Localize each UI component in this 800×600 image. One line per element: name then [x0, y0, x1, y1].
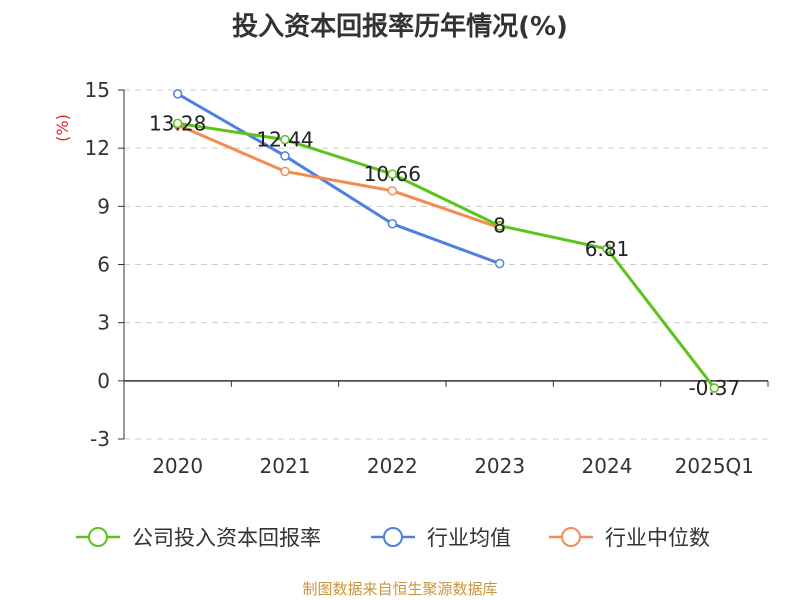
- grid-lines: [124, 89, 768, 440]
- series-line: [176, 92, 501, 265]
- legend-item: 行业中位数: [549, 526, 710, 550]
- x-tick-label: 2024: [582, 454, 633, 478]
- series-line: [177, 121, 716, 389]
- y-tick-label: 0: [97, 369, 110, 393]
- x-tick-label: 2020: [152, 454, 203, 478]
- data-label: 6.81: [585, 237, 630, 261]
- axes: -3 0 3 6 9 12 15 2020 2021 2022 2023 2024 2025Q1 (%): [53, 78, 769, 478]
- legend-swatch-marker: [383, 527, 403, 547]
- y-tick-label: -3: [90, 427, 110, 451]
- y-tick-label: 15: [85, 78, 110, 102]
- data-point: [494, 258, 505, 269]
- y-tick-label: 12: [85, 136, 110, 160]
- data-point: [172, 118, 183, 129]
- data-label: 13.28: [149, 111, 206, 135]
- legend-label: 行业中位数: [605, 526, 710, 550]
- legend-label: 公司投入资本回报率: [132, 526, 321, 550]
- legend-item: 行业均值: [371, 526, 511, 550]
- legend-swatch-marker: [561, 527, 581, 547]
- data-point: [494, 220, 505, 231]
- y-tick-label: 9: [97, 194, 110, 218]
- data-point: [602, 244, 612, 254]
- x-tick-label: 2021: [260, 454, 311, 478]
- data-point: [709, 383, 720, 393]
- data-point: [387, 186, 398, 196]
- data-labels: 13.28 12.44 10.66 8 6.81 -0.37: [149, 111, 740, 400]
- x-tick-label: 2025Q1: [675, 454, 754, 478]
- data-point: [280, 166, 290, 177]
- legend-item: 公司投入资本回报率: [76, 526, 321, 550]
- chart-title: 投入资本回报率历年情况(%): [232, 12, 568, 42]
- source-note: 制图数据来自恒生聚源数据库: [302, 580, 498, 598]
- data-label: 10.66: [364, 162, 421, 186]
- legend-swatch-marker: [88, 527, 108, 547]
- series-line: [177, 123, 501, 230]
- y-tick-label: 6: [97, 253, 110, 277]
- data-point: [280, 134, 290, 145]
- x-tick-label: 2022: [367, 454, 418, 478]
- x-tick-label: 2023: [474, 454, 525, 478]
- series-lines: [172, 89, 720, 393]
- data-label: 8: [493, 214, 506, 238]
- y-tick-label: 3: [97, 311, 110, 335]
- data-label: 12.44: [256, 128, 313, 152]
- data-point: [172, 89, 183, 99]
- data-label: -0.37: [688, 376, 740, 400]
- data-point: [387, 219, 398, 229]
- data-point: [387, 169, 398, 179]
- legend: 公司投入资本回报率 行业均值 行业中位数: [76, 526, 710, 550]
- legend-label: 行业均值: [427, 526, 511, 550]
- y-axis-label: (%): [53, 114, 72, 142]
- data-point: [280, 151, 290, 161]
